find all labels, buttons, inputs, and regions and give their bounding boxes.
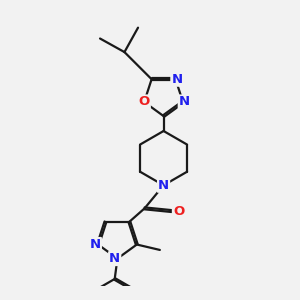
Text: O: O bbox=[139, 95, 150, 109]
Text: N: N bbox=[158, 179, 169, 192]
Text: N: N bbox=[179, 95, 190, 109]
Text: N: N bbox=[171, 73, 182, 86]
Text: N: N bbox=[109, 252, 120, 265]
Text: N: N bbox=[90, 238, 101, 251]
Text: O: O bbox=[173, 205, 184, 218]
